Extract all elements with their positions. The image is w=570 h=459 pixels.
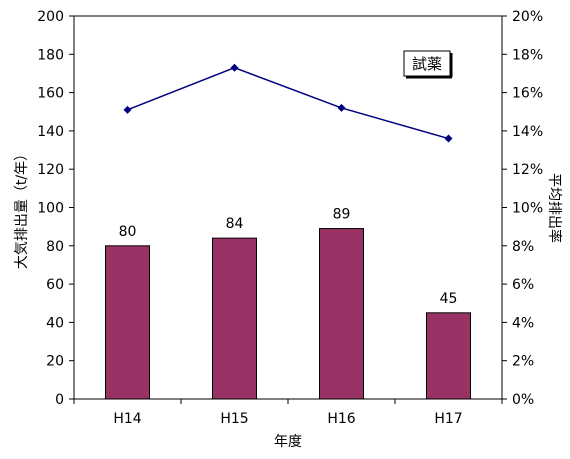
x-tick-label: H15 bbox=[220, 411, 248, 427]
bar-labels-layer: 80 84 89 45 bbox=[119, 207, 458, 307]
y-tick-label: 20 bbox=[46, 354, 64, 370]
y-tick-label: 60 bbox=[46, 277, 64, 293]
bar bbox=[426, 312, 471, 400]
y2-tick-label: 4% bbox=[512, 315, 534, 331]
y-tick-label: 140 bbox=[37, 124, 64, 140]
y2-tick-label: 14% bbox=[512, 124, 543, 140]
bar bbox=[212, 237, 257, 400]
bar-data-label: 89 bbox=[333, 207, 351, 223]
line-series bbox=[127, 66, 449, 140]
y2-tick-label: 18% bbox=[512, 47, 543, 63]
y-tick-label: 160 bbox=[37, 86, 64, 102]
y-tick-label: 120 bbox=[37, 162, 64, 178]
x-axis-label: 年度 bbox=[274, 434, 302, 450]
y2-tick-label: 2% bbox=[512, 354, 534, 370]
annotation-box: 試薬 bbox=[403, 50, 453, 79]
y-tick-label: 100 bbox=[37, 201, 64, 217]
y-tick-label: 180 bbox=[37, 47, 64, 63]
y-tick-label: 80 bbox=[46, 239, 64, 255]
y2-tick-label: 16% bbox=[512, 86, 543, 102]
bars-layer bbox=[105, 228, 471, 400]
x-tick-label: H16 bbox=[327, 411, 355, 427]
bar-data-label: 45 bbox=[440, 291, 458, 307]
y2-tick-label: 12% bbox=[512, 162, 543, 178]
line-layer bbox=[123, 63, 453, 143]
annotation-label: 試薬 bbox=[412, 55, 442, 73]
bar bbox=[319, 228, 364, 400]
x-tick-label: H14 bbox=[113, 411, 141, 427]
axes-layer: 0 0% 20 2% 40 4% 60 6% 80 8% 100 10% 120 12% 140 14% 160… bbox=[37, 9, 543, 427]
y-tick-label: 0 bbox=[55, 392, 64, 408]
bar-data-label: 80 bbox=[119, 224, 137, 240]
y2-tick-label: 20% bbox=[512, 9, 543, 25]
y2-tick-label: 10% bbox=[512, 201, 543, 217]
y-tick-label: 200 bbox=[37, 9, 64, 25]
y2-tick-label: 6% bbox=[512, 277, 534, 293]
line-marker bbox=[444, 134, 453, 143]
y2-axis-label: 平均排出率 bbox=[546, 173, 563, 243]
y-tick-label: 40 bbox=[46, 315, 64, 331]
bar-data-label: 84 bbox=[226, 216, 244, 232]
line-marker bbox=[337, 103, 346, 112]
line-marker bbox=[123, 105, 132, 114]
line-marker bbox=[230, 63, 239, 72]
y-axis-label: 大気排出量（t/年） bbox=[14, 147, 30, 269]
bar bbox=[105, 245, 150, 400]
y2-tick-label: 8% bbox=[512, 239, 534, 255]
y2-tick-label: 0% bbox=[512, 392, 534, 408]
x-tick-label: H17 bbox=[434, 411, 462, 427]
